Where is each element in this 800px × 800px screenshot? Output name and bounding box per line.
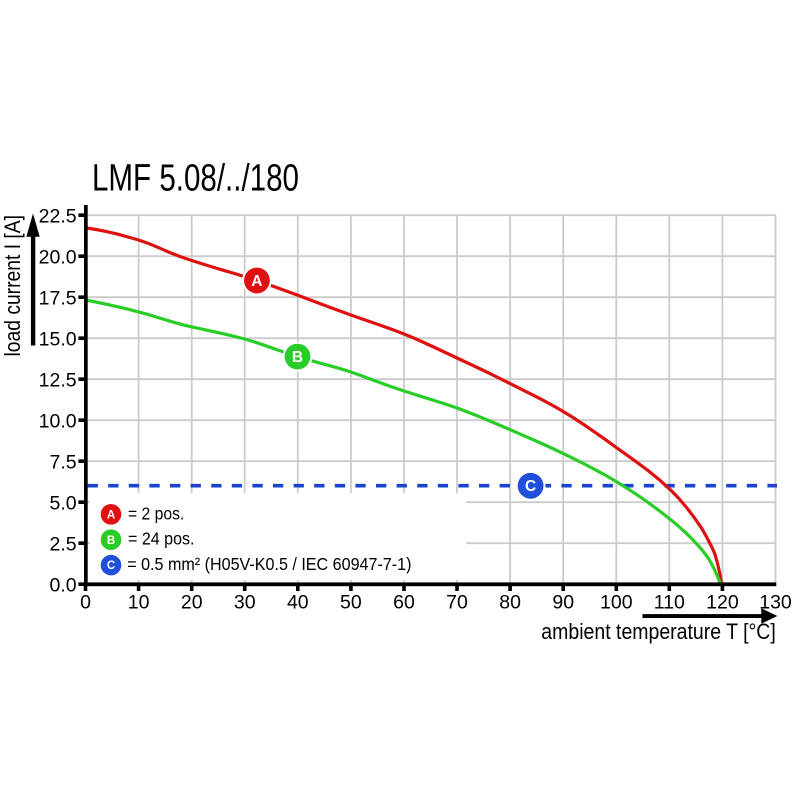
svg-text:70: 70 — [446, 592, 468, 614]
svg-text:0: 0 — [80, 592, 91, 614]
svg-text:= 2 pos.: = 2 pos. — [128, 503, 184, 523]
svg-text:22.5: 22.5 — [39, 205, 77, 227]
svg-text:12.5: 12.5 — [39, 369, 77, 391]
svg-text:130: 130 — [759, 592, 792, 614]
svg-text:10: 10 — [128, 592, 150, 614]
svg-text:7.5: 7.5 — [49, 451, 76, 473]
svg-text:110: 110 — [654, 592, 685, 614]
svg-text:B: B — [292, 349, 303, 366]
svg-text:0.0: 0.0 — [49, 574, 76, 596]
svg-text:17.5: 17.5 — [39, 287, 77, 309]
svg-text:C: C — [525, 478, 536, 495]
svg-text:80: 80 — [499, 592, 521, 614]
svg-text:A: A — [251, 273, 262, 290]
svg-text:5.0: 5.0 — [49, 492, 76, 514]
svg-text:LMF 5.08/../180: LMF 5.08/../180 — [92, 158, 299, 200]
svg-text:C: C — [107, 560, 115, 572]
svg-text:ambient temperature T [°C]: ambient temperature T [°C] — [541, 619, 776, 644]
svg-text:= 0.5 mm² (H05V-K0.5 / IEC 609: = 0.5 mm² (H05V-K0.5 / IEC 60947-7-1) — [127, 554, 411, 574]
svg-text:120: 120 — [706, 592, 739, 614]
svg-text:100: 100 — [600, 592, 633, 614]
svg-text:20: 20 — [181, 592, 203, 614]
svg-text:A: A — [107, 509, 115, 521]
svg-text:60: 60 — [393, 592, 415, 614]
svg-text:load current I [A]: load current I [A] — [0, 215, 25, 357]
svg-text:B: B — [107, 535, 115, 547]
svg-text:90: 90 — [552, 592, 574, 614]
svg-text:20.0: 20.0 — [39, 246, 77, 268]
svg-text:15.0: 15.0 — [39, 328, 77, 350]
svg-text:10.0: 10.0 — [39, 410, 77, 432]
svg-text:= 24 pos.: = 24 pos. — [128, 529, 195, 549]
svg-text:40: 40 — [287, 592, 309, 614]
svg-text:2.5: 2.5 — [49, 533, 76, 555]
svg-text:30: 30 — [234, 592, 256, 614]
svg-text:50: 50 — [340, 592, 362, 614]
